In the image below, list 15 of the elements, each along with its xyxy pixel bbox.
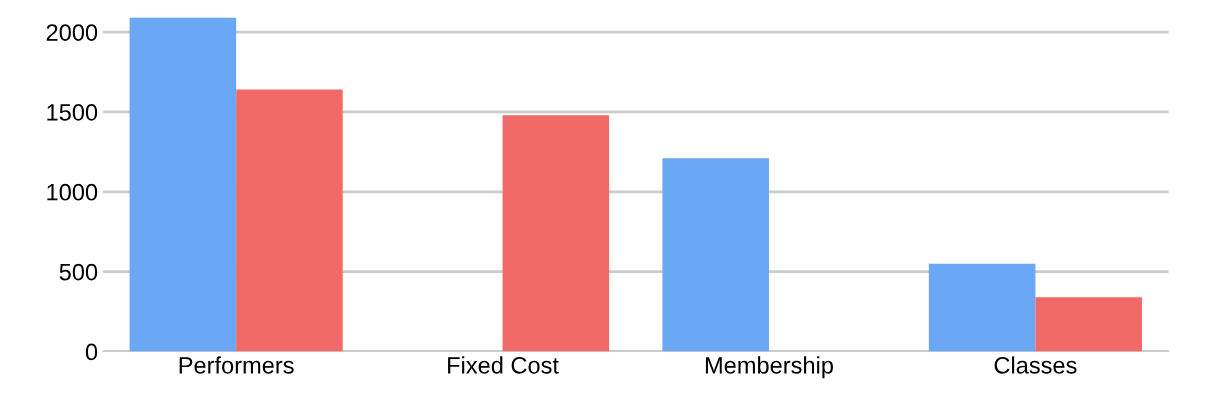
bar [662, 158, 769, 352]
y-tick-label: 1500 [47, 104, 98, 121]
y-tick-label: 1000 [47, 183, 98, 201]
y-tick-label: 0 [85, 343, 98, 361]
x-tick-label: Membership [705, 356, 833, 379]
bar [502, 115, 610, 352]
y-tick-label: 500 [59, 263, 98, 281]
x-tick-label: Classes [994, 356, 1077, 374]
bar [1035, 297, 1142, 352]
y-tick-label: 2000 [46, 24, 98, 41]
x-tick-label: Fixed Cost [448, 356, 559, 374]
bar [236, 89, 343, 352]
x-tick-label: Performers [179, 356, 294, 374]
bar [129, 17, 237, 352]
bar [928, 263, 1036, 352]
